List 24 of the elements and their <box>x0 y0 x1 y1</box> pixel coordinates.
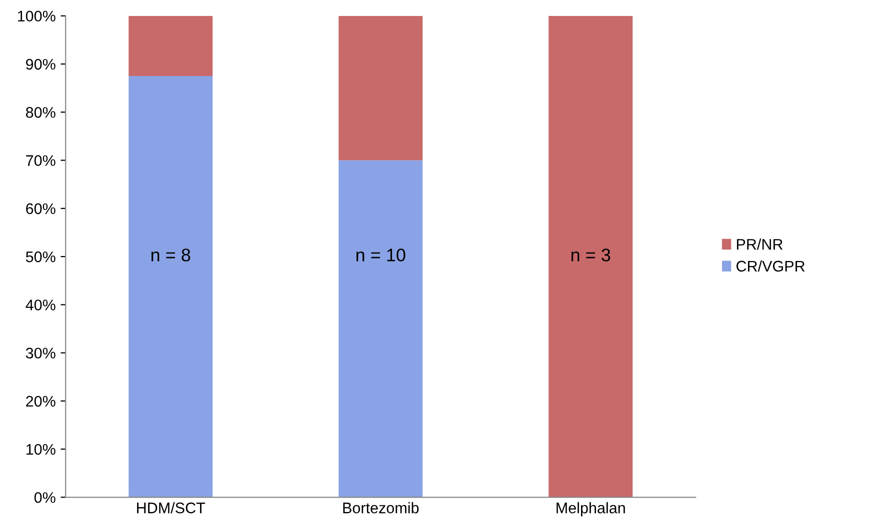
y-tick-label: 30% <box>26 348 56 359</box>
y-tick-label: 80% <box>26 107 56 118</box>
annotation: n = 3 <box>571 248 610 262</box>
bar <box>548 16 633 498</box>
bar <box>338 160 423 498</box>
y-tick-label: 50% <box>26 251 56 262</box>
legend-label: PR/NR <box>736 238 783 250</box>
bar <box>128 76 213 498</box>
bar <box>338 16 423 160</box>
annotation: n = 8 <box>151 248 190 262</box>
annotation: n = 10 <box>356 248 406 262</box>
bar <box>128 16 213 76</box>
y-tick-label: 100% <box>18 10 56 22</box>
y-tick-label: 10% <box>26 444 56 455</box>
x-tick-label: HDM/SCT <box>137 502 206 514</box>
y-tick-label: 20% <box>26 396 56 407</box>
y-tick-label: 40% <box>26 300 56 310</box>
y-tick-label: 70% <box>26 155 56 166</box>
y-tick-label: 0% <box>34 492 56 503</box>
x-tick-label: Bortezomib <box>343 502 419 514</box>
x-tick-label: Melphalan <box>556 502 625 516</box>
y-tick-label: 60% <box>26 203 56 214</box>
legend-label: CR/VGPR <box>736 260 805 272</box>
y-tick-label: 90% <box>26 58 56 70</box>
